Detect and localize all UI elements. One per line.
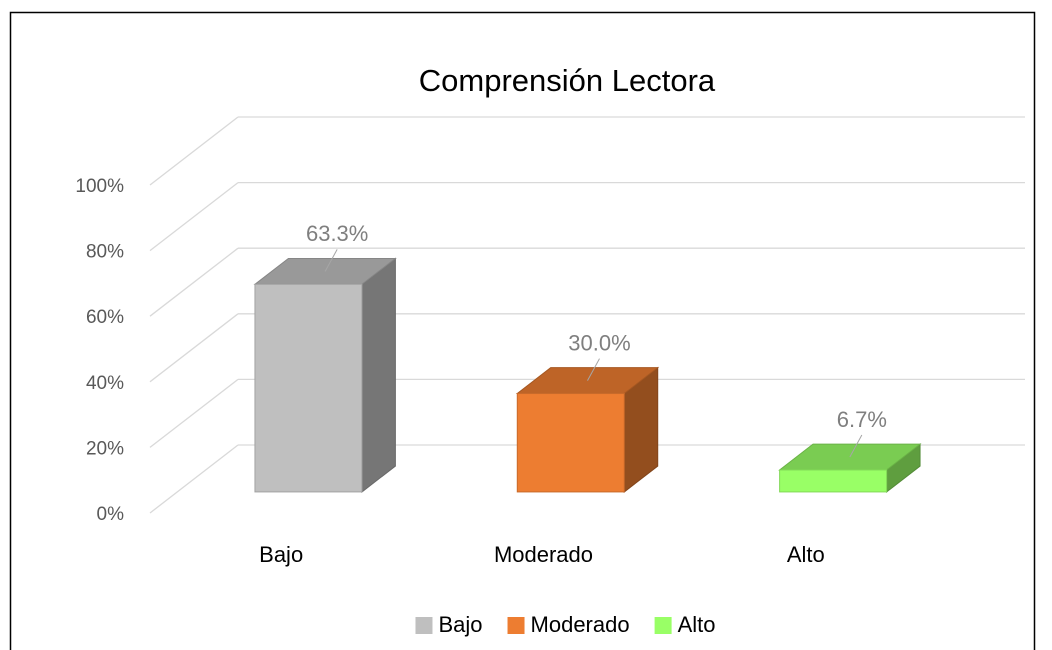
x-tick-label: Alto bbox=[787, 542, 825, 567]
label-leader bbox=[849, 434, 863, 458]
grid-line bbox=[149, 378, 239, 448]
grid-line bbox=[149, 313, 239, 383]
y-tick-label: 20% bbox=[86, 438, 124, 459]
bar bbox=[516, 393, 625, 493]
legend-swatch bbox=[654, 617, 672, 634]
grid-line bbox=[149, 182, 239, 252]
label-leader bbox=[587, 358, 600, 381]
y-tick-label: 0% bbox=[97, 504, 125, 525]
y-tick-label: 80% bbox=[86, 242, 124, 263]
legend-label: Moderado bbox=[531, 612, 630, 637]
frame bbox=[9, 11, 1036, 650]
chart-title: Comprensión Lectora bbox=[419, 63, 716, 98]
y-tick-label: 60% bbox=[86, 307, 124, 328]
bar bbox=[779, 469, 888, 493]
value-label: 63.3% bbox=[306, 221, 368, 246]
label-leader bbox=[324, 249, 338, 272]
legend-swatch bbox=[415, 617, 433, 634]
bar bbox=[254, 283, 363, 493]
value-label: 30.0% bbox=[568, 330, 630, 355]
x-tick-label: Moderado bbox=[494, 542, 593, 567]
legend-label: Bajo bbox=[438, 612, 482, 637]
grid-line bbox=[149, 444, 239, 514]
legend-label: Alto bbox=[678, 612, 716, 637]
x-tick-label: Bajo bbox=[259, 542, 303, 567]
bar-side bbox=[361, 257, 396, 493]
grid-line bbox=[149, 116, 239, 186]
legend-swatch bbox=[507, 617, 525, 634]
grid-line bbox=[149, 247, 239, 317]
y-tick-label: 100% bbox=[75, 176, 124, 197]
value-label: 6.7% bbox=[837, 407, 887, 432]
y-tick-label: 40% bbox=[86, 373, 124, 394]
